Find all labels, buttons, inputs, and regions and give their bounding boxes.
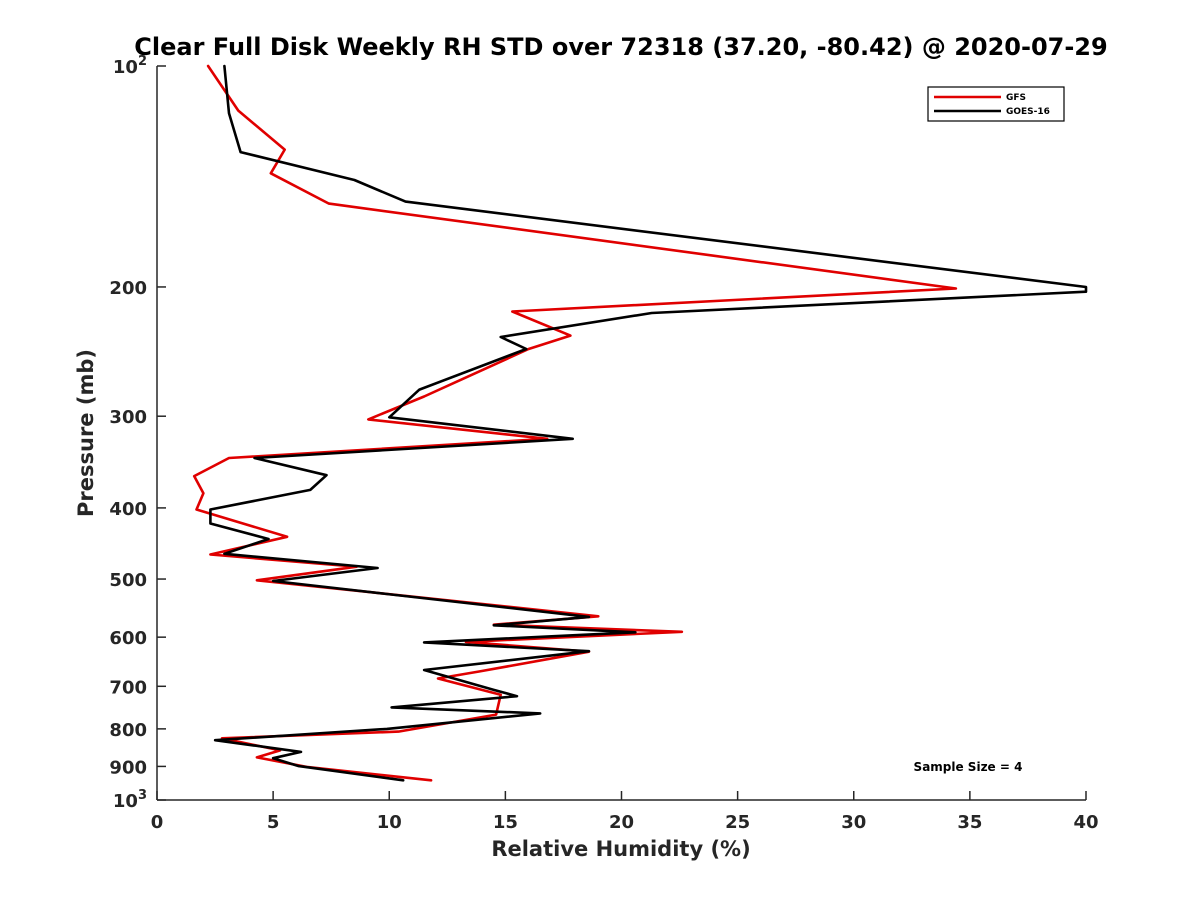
series-line-goes16 [209, 64, 1088, 782]
x-tick-label: 0 [151, 812, 164, 833]
y-tick-label: 900 [109, 757, 147, 778]
legend: GFS GOES-16 [927, 86, 1065, 122]
x-tick-label: 25 [725, 812, 750, 833]
series-layer [192, 64, 1088, 782]
series-line-gfs [192, 64, 958, 782]
chart-title: Clear Full Disk Weekly RH STD over 72318… [134, 33, 1107, 61]
y-tick-label: 700 [109, 677, 147, 698]
y-tick-label: 102 [113, 54, 147, 78]
y-axis-label: Pressure (mb) [74, 349, 98, 517]
x-tick-label: 5 [267, 812, 280, 833]
x-tick-label: 10 [377, 812, 402, 833]
x-tick-label: 40 [1073, 812, 1098, 833]
x-axis-label: Relative Humidity (%) [491, 837, 750, 861]
y-tick-label: 103 [113, 788, 147, 812]
x-axis-ticks: 0 5 10 15 20 25 30 35 40 [151, 791, 1099, 833]
x-tick-label: 15 [493, 812, 518, 833]
sample-size-annotation: Sample Size = 4 [914, 760, 1023, 774]
x-tick-label: 20 [609, 812, 634, 833]
legend-label-goes16: GOES-16 [1006, 107, 1050, 117]
y-tick-label: 200 [109, 278, 147, 299]
y-tick-label: 300 [109, 407, 147, 428]
x-tick-label: 35 [957, 812, 982, 833]
y-axis-ticks: 102 200 300 400 500 600 700 800 900 103 [109, 54, 166, 812]
y-tick-label: 800 [109, 720, 147, 741]
y-tick-label: 600 [109, 628, 147, 649]
y-tick-label: 500 [109, 570, 147, 591]
plot-area [156, 64, 1088, 801]
legend-box [927, 86, 1065, 122]
legend-label-gfs: GFS [1006, 93, 1026, 103]
y-tick-label: 400 [109, 499, 147, 520]
x-tick-label: 30 [841, 812, 866, 833]
